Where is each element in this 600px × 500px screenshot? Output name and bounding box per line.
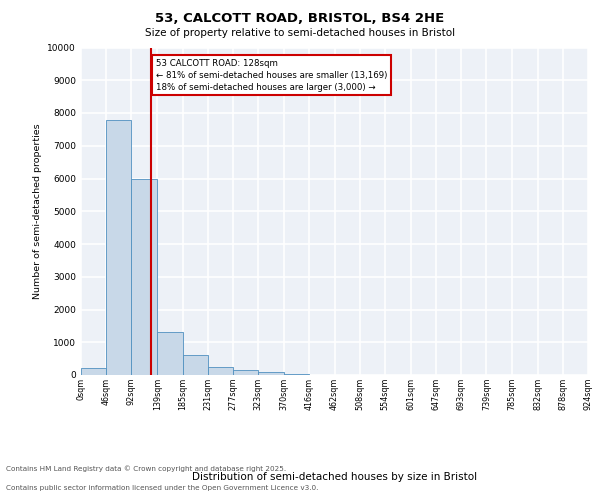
Bar — [106, 120, 131, 375]
Bar — [182, 356, 208, 375]
Bar — [157, 332, 182, 375]
Text: 53 CALCOTT ROAD: 128sqm
← 81% of semi-detached houses are smaller (13,169)
18% o: 53 CALCOTT ROAD: 128sqm ← 81% of semi-de… — [155, 59, 387, 92]
Text: Contains HM Land Registry data © Crown copyright and database right 2025.: Contains HM Land Registry data © Crown c… — [6, 466, 286, 472]
Text: Contains public sector information licensed under the Open Government Licence v3: Contains public sector information licen… — [6, 485, 319, 491]
Text: 53, CALCOTT ROAD, BRISTOL, BS4 2HE: 53, CALCOTT ROAD, BRISTOL, BS4 2HE — [155, 12, 445, 26]
Bar — [208, 367, 233, 375]
Y-axis label: Number of semi-detached properties: Number of semi-detached properties — [33, 124, 42, 299]
Bar — [284, 374, 309, 375]
Bar — [131, 178, 157, 375]
Text: Size of property relative to semi-detached houses in Bristol: Size of property relative to semi-detach… — [145, 28, 455, 38]
Bar — [258, 372, 284, 375]
X-axis label: Distribution of semi-detached houses by size in Bristol: Distribution of semi-detached houses by … — [192, 472, 477, 482]
Bar — [233, 370, 258, 375]
Bar — [81, 368, 106, 375]
